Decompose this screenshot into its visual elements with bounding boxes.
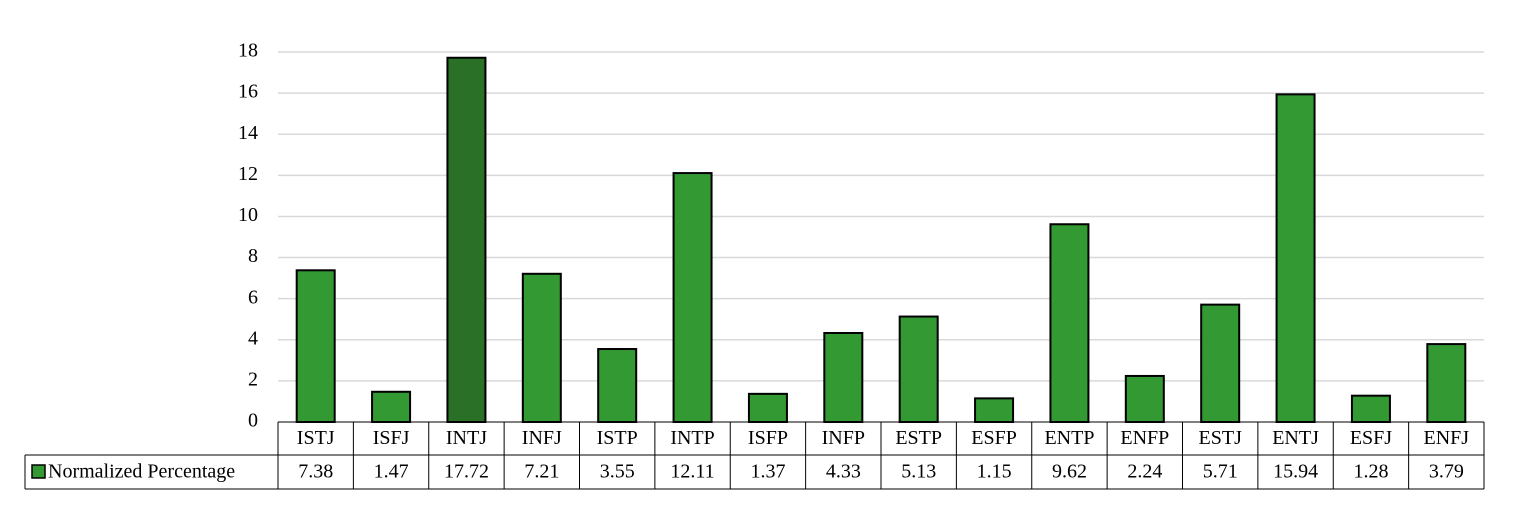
- table-value: 7.38: [298, 461, 333, 483]
- table-value: 5.71: [1203, 461, 1238, 483]
- y-tick-label: 14: [238, 122, 258, 144]
- y-tick-label: 18: [238, 40, 258, 62]
- y-tick-label: 4: [248, 327, 258, 349]
- y-tick-label: 0: [248, 410, 258, 432]
- bar: [823, 331, 864, 423]
- table-value: 1.15: [977, 461, 1012, 483]
- x-tick-label: INFJ: [522, 427, 562, 449]
- x-tick-label: ENFJ: [1424, 427, 1470, 449]
- x-tick-label: ENTJ: [1272, 427, 1319, 449]
- table-value: 1.37: [750, 461, 785, 483]
- legend-swatch: [31, 464, 46, 479]
- x-tick-label: ISFJ: [373, 427, 410, 449]
- bar: [1124, 374, 1165, 424]
- bar: [1350, 394, 1391, 424]
- table-value: 3.55: [600, 461, 635, 483]
- bar: [1275, 93, 1316, 423]
- table-value: 1.28: [1353, 461, 1388, 483]
- x-tick-label: ESFP: [971, 427, 1017, 449]
- y-tick-label: 16: [238, 81, 258, 103]
- legend-label: Normalized Percentage: [48, 461, 235, 483]
- bar: [597, 348, 638, 423]
- x-tick-label: INFP: [822, 427, 865, 449]
- table-value: 1.47: [374, 461, 409, 483]
- table-value: 7.21: [524, 461, 559, 483]
- bar: [371, 390, 412, 423]
- bar: [521, 272, 562, 423]
- bar: [1049, 223, 1090, 423]
- x-tick-label: INTJ: [446, 427, 487, 449]
- x-tick-label: ESTJ: [1199, 427, 1243, 449]
- table-value: 4.33: [826, 461, 861, 483]
- table-value: 12.11: [670, 461, 714, 483]
- y-tick-label: 2: [248, 368, 258, 390]
- x-tick-label: ESTP: [895, 427, 942, 449]
- x-tick-label: ISTP: [597, 427, 638, 449]
- x-tick-label: ESFJ: [1350, 427, 1392, 449]
- y-tick-label: 12: [238, 163, 258, 185]
- table-value: 2.24: [1127, 461, 1162, 483]
- table-value: 17.72: [444, 461, 489, 483]
- x-tick-label: ENTP: [1044, 427, 1094, 449]
- bar: [747, 392, 788, 424]
- bar: [672, 172, 713, 423]
- bar: [295, 269, 336, 423]
- y-tick-label: 6: [248, 286, 258, 308]
- table-value: 15.94: [1273, 461, 1318, 483]
- x-tick-label: ISFP: [748, 427, 788, 449]
- y-tick-label: 8: [248, 245, 258, 267]
- y-tick-label: 10: [238, 204, 258, 226]
- table-value: 5.13: [901, 461, 936, 483]
- x-tick-label: ISTJ: [297, 427, 335, 449]
- bar: [1426, 343, 1467, 424]
- x-tick-label: INTP: [670, 427, 714, 449]
- x-tick-label: ENFP: [1120, 427, 1169, 449]
- bar: [1200, 303, 1241, 423]
- table-value: 3.79: [1429, 461, 1464, 483]
- table-value: 9.62: [1052, 461, 1087, 483]
- bar: [446, 56, 487, 423]
- bar: [974, 397, 1015, 424]
- bar: [898, 315, 939, 423]
